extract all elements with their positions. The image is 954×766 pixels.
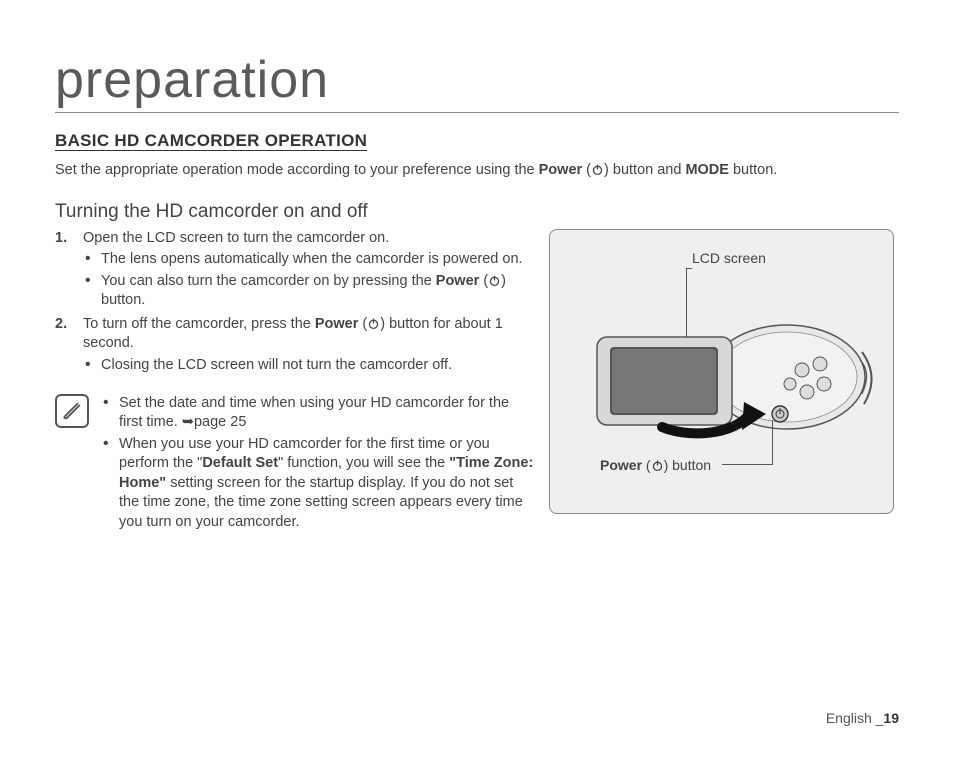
power-icon xyxy=(651,459,664,472)
step-1-bullet-1: The lens opens automatically when the ca… xyxy=(83,250,534,270)
power-label-pre: Power xyxy=(600,457,642,473)
text-column: Open the LCD screen to turn the camcorde… xyxy=(55,229,534,535)
s1b2-power: Power xyxy=(436,273,480,289)
content-row: Open the LCD screen to turn the camcorde… xyxy=(55,229,899,535)
intro-mid: button and xyxy=(609,162,686,178)
step-1-text: Open the LCD screen to turn the camcorde… xyxy=(83,230,389,246)
step-2: To turn off the camcorder, press the Pow… xyxy=(55,315,534,376)
n2b: Default Set xyxy=(202,455,278,471)
power-icon xyxy=(591,163,604,176)
intro-suffix: button. xyxy=(729,162,777,178)
n2c: " function, you will see the xyxy=(278,455,449,471)
steps-list: Open the LCD screen to turn the camcorde… xyxy=(55,229,534,376)
footer-lang: English _ xyxy=(826,710,884,726)
intro-mode-word: MODE xyxy=(685,162,729,178)
figure-column: LCD screen xyxy=(549,229,899,514)
power-leader-v xyxy=(772,420,773,465)
s2-pre: To turn off the camcorder, press the xyxy=(83,316,315,332)
intro-text: Set the appropriate operation mode accor… xyxy=(55,161,899,181)
note-1: Set the date and time when using your HD… xyxy=(101,394,534,433)
step-2-bullet-1: Closing the LCD screen will not turn the… xyxy=(83,356,534,376)
subheading: Turning the HD camcorder on and off xyxy=(55,201,899,223)
section-heading: BASIC HD CAMCORDER OPERATION xyxy=(55,131,899,151)
note-2: When you use your HD camcorder for the f… xyxy=(101,435,534,533)
n2e: setting screen for the startup display. … xyxy=(119,475,523,530)
step-1-bullets: The lens opens automatically when the ca… xyxy=(83,250,534,311)
step-1: Open the LCD screen to turn the camcorde… xyxy=(55,229,534,311)
page-footer: English _19 xyxy=(826,710,899,726)
intro-prefix: Set the appropriate operation mode accor… xyxy=(55,162,539,178)
s1b2-post: button. xyxy=(101,292,145,308)
s1b2-pre: You can also turn the camcorder on by pr… xyxy=(101,273,436,289)
step-2-bullets: Closing the LCD screen will not turn the… xyxy=(83,356,534,376)
power-label: Power () button xyxy=(600,457,711,473)
intro-power-word: Power xyxy=(539,162,583,178)
power-label-post: button xyxy=(668,457,711,473)
note-block: Set the date and time when using your HD… xyxy=(55,394,534,535)
step-1-bullet-2: You can also turn the camcorder on by pr… xyxy=(83,272,534,311)
power-leader-h xyxy=(722,464,772,465)
page-title: preparation xyxy=(55,50,899,113)
s2-power: Power xyxy=(315,316,359,332)
figure-box: LCD screen xyxy=(549,229,894,514)
footer-page-no: 19 xyxy=(883,710,899,726)
note-icon xyxy=(55,394,89,428)
power-icon xyxy=(367,317,380,330)
note-bullets: Set the date and time when using your HD… xyxy=(101,394,534,535)
power-icon xyxy=(488,274,501,287)
